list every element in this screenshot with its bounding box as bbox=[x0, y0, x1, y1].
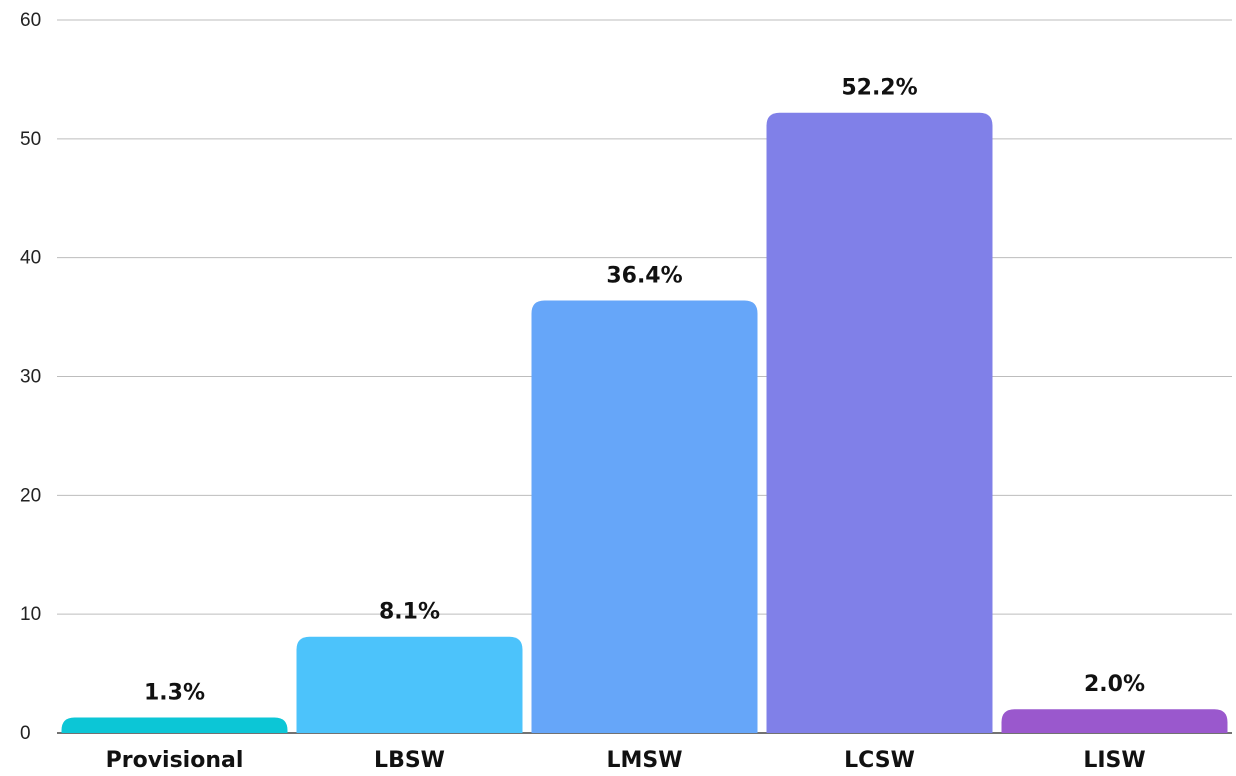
data-label: 8.1% bbox=[379, 600, 440, 625]
y-tick-label: 10 bbox=[20, 604, 41, 625]
bar-lbsw bbox=[296, 636, 523, 733]
x-tick-label: LCSW bbox=[844, 748, 915, 773]
data-label: 1.3% bbox=[144, 681, 205, 706]
bar-lisw bbox=[1001, 709, 1228, 733]
data-label: 52.2% bbox=[841, 76, 917, 101]
data-label: 36.4% bbox=[606, 263, 682, 288]
y-tick-label: 20 bbox=[20, 485, 41, 506]
y-tick-label: 50 bbox=[20, 129, 41, 150]
y-tick-label: 30 bbox=[20, 367, 41, 388]
bars bbox=[61, 112, 1228, 733]
bar-lcsw bbox=[766, 112, 993, 733]
y-tick-label: 0 bbox=[20, 723, 31, 744]
y-tick-label: 40 bbox=[20, 248, 41, 269]
bar-provisional bbox=[61, 717, 288, 733]
y-tick-label: 60 bbox=[20, 10, 41, 31]
x-tick-label: LMSW bbox=[606, 748, 682, 773]
data-label: 2.0% bbox=[1084, 672, 1145, 697]
x-tick-label: LISW bbox=[1083, 748, 1145, 773]
x-tick-label: LBSW bbox=[374, 748, 445, 773]
bar-lmsw bbox=[531, 300, 758, 733]
labels: 0 10 20 30 40 50 60 1.3% Provisional 8.1% LBSW 36.4… bbox=[20, 10, 1146, 773]
x-tick-label: Provisional bbox=[106, 748, 244, 773]
